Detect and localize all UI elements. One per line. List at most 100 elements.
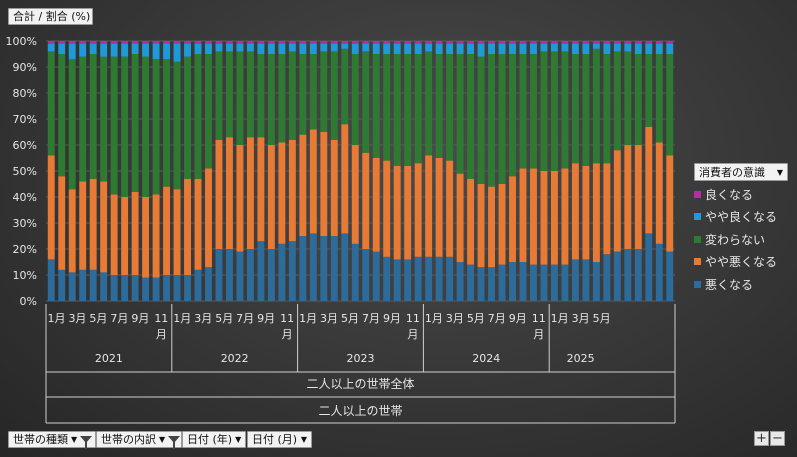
collapse-button[interactable]: −: [770, 431, 785, 446]
legend-label: 良くなる: [705, 187, 754, 202]
legend-item[interactable]: 悪くなる: [694, 273, 788, 296]
bar-segment: [246, 51, 254, 138]
bar-segment: [58, 54, 66, 177]
bar-segment: [110, 43, 118, 57]
bar-segment: [341, 233, 349, 301]
bar-segment: [634, 43, 642, 54]
household-breakdown-filter[interactable]: 世帯の内訳 ▼: [96, 431, 182, 449]
bar-segment: [582, 165, 590, 260]
bar-segment: [299, 134, 307, 236]
bar-segment: [477, 267, 485, 301]
bar-segment: [550, 41, 558, 44]
bar-segment: [509, 54, 516, 177]
bar-segment: [540, 264, 548, 301]
bar-segment: [121, 43, 129, 57]
expand-button[interactable]: +: [754, 431, 769, 446]
bar-segment: [163, 186, 171, 275]
bar-segment: [184, 178, 191, 275]
x-tick-label: 月: [282, 328, 293, 341]
bar-segment: [330, 41, 338, 44]
bar-segment: [435, 43, 443, 54]
bar-segment: [215, 51, 223, 140]
household-type-filter[interactable]: 世帯の種類 ▼: [8, 431, 96, 449]
bar-segment: [592, 163, 600, 262]
x-tick-label: 7月: [236, 312, 254, 325]
bar-segment: [121, 275, 129, 301]
legend-filter-button[interactable]: 消費者の意識 ▼: [694, 163, 788, 181]
bar-segment: [456, 41, 464, 44]
bar-segment: [561, 264, 569, 301]
date-year-field[interactable]: 日付 (年) ▼: [182, 431, 246, 448]
bar-segment: [330, 43, 338, 52]
bar-segment: [404, 165, 412, 260]
bar-segment: [561, 51, 569, 169]
bar-segment: [215, 249, 223, 301]
bar-segment: [582, 43, 590, 54]
bar-segment: [467, 178, 475, 265]
x-tick-label: 月: [407, 328, 418, 341]
bar-segment: [613, 251, 621, 301]
value-field-button[interactable]: 合計 / 割合 (%): [8, 8, 93, 25]
x-tick-label: 11: [532, 312, 546, 325]
x-tick-label: 1月: [425, 312, 443, 325]
legend-item[interactable]: やや良くなる: [694, 206, 788, 229]
legend-item[interactable]: 変わらない: [694, 228, 788, 251]
x-tick-label: 7月: [110, 312, 128, 325]
bar-segment: [58, 176, 66, 270]
year-label: 2022: [221, 352, 249, 365]
bar-segment: [467, 264, 475, 301]
bar-segment: [351, 41, 359, 44]
bar-segment: [414, 43, 422, 54]
x-tick-label: 3月: [194, 312, 212, 325]
bar-segment: [613, 41, 621, 44]
x-tick-label: 11: [280, 312, 294, 325]
legend-item[interactable]: やや悪くなる: [694, 251, 788, 274]
bar-segment: [110, 41, 118, 44]
bar-segment: [184, 43, 191, 57]
legend-item[interactable]: 良くなる: [694, 183, 788, 206]
bar-segment: [236, 145, 244, 252]
bar-segment: [624, 43, 632, 52]
bar-segment: [540, 171, 548, 265]
bar-segment: [414, 41, 422, 44]
legend-label: 悪くなる: [705, 277, 754, 292]
bar-segment: [519, 262, 527, 301]
bar-segment: [278, 43, 286, 54]
bar-segment: [530, 41, 537, 44]
year-label: 2025: [567, 352, 595, 365]
bar-segment: [655, 54, 663, 143]
bar-segment: [89, 54, 97, 179]
bar-segment: [530, 43, 537, 54]
x-tick-label: 11: [406, 312, 420, 325]
bar-segment: [121, 56, 129, 197]
date-month-field[interactable]: 日付 (月) ▼: [247, 431, 312, 448]
bar-segment: [498, 41, 506, 44]
bar-segment: [414, 163, 422, 257]
bar-segment: [205, 43, 212, 54]
x-tick-label: 11: [154, 312, 168, 325]
bar-segment: [163, 275, 171, 301]
bar-segment: [142, 277, 150, 301]
bar-segment: [89, 178, 97, 270]
bar-segment: [330, 51, 338, 140]
bar-segment: [362, 41, 370, 44]
bar-segment: [435, 54, 443, 158]
bar-segment: [603, 163, 611, 255]
bar-segment: [205, 54, 212, 169]
bar-segment: [603, 41, 611, 44]
bar-segment: [173, 41, 181, 44]
bar-segment: [456, 54, 464, 174]
value-field-label: 合計 / 割合 (%): [13, 10, 91, 23]
bar-segment: [425, 155, 433, 257]
bar-segment: [383, 160, 391, 257]
bar-segment: [257, 43, 265, 54]
bar-segment: [330, 139, 338, 236]
year-label: 2024: [472, 352, 500, 365]
bar-segment: [655, 43, 663, 54]
bar-segment: [404, 259, 412, 301]
bar-segment: [299, 54, 307, 135]
bar-segment: [163, 59, 171, 187]
x-tick-label: 3月: [446, 312, 464, 325]
bar-segment: [540, 41, 548, 44]
